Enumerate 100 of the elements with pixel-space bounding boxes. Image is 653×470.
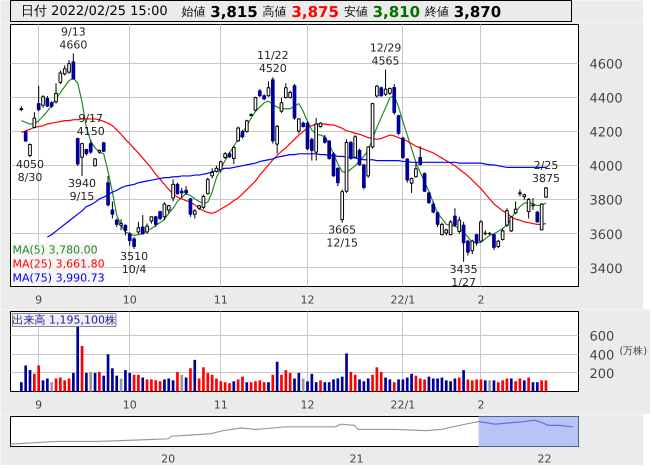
candlestick (119, 218, 123, 231)
candlestick (284, 82, 288, 100)
candlestick (296, 118, 301, 134)
bar (267, 382, 270, 392)
candlestick (414, 162, 418, 178)
candlestick (375, 84, 379, 98)
bar (80, 346, 84, 392)
candlestick (410, 177, 414, 194)
candlestick (275, 124, 279, 154)
candlestick (106, 175, 110, 208)
candlestick (128, 232, 132, 246)
x-tick-label: 12 (300, 294, 315, 306)
candlestick (479, 220, 483, 243)
text: 始値 3,815 (182, 3, 258, 21)
candlestick (54, 82, 58, 104)
bar (106, 354, 110, 392)
y-tick-label: 4600 (590, 58, 623, 73)
bar (492, 380, 496, 392)
bar (345, 353, 348, 392)
bar (350, 372, 352, 392)
bar (176, 372, 179, 392)
candlestick (353, 134, 358, 159)
candlestick (280, 97, 284, 114)
y-tick-label: 3400 (590, 262, 623, 277)
bar (397, 379, 400, 392)
x-tick-label: 11 (214, 294, 228, 306)
candlestick (505, 208, 509, 228)
bar (76, 326, 80, 392)
bar (536, 382, 539, 392)
x-tick-label: 22/1 (390, 398, 416, 412)
bar (466, 379, 470, 392)
bar (158, 381, 162, 392)
bar (72, 372, 75, 392)
candlestick (28, 143, 32, 158)
text: MA(5) 3,780.00 (12, 244, 98, 256)
candlestick (136, 221, 140, 234)
candlestick (206, 177, 210, 196)
candlestick (192, 208, 197, 219)
bar (324, 382, 326, 392)
candlestick (500, 228, 504, 242)
text: MA(75) 3,990.73 (12, 272, 105, 284)
candlestick (162, 202, 166, 221)
candlestick (32, 112, 36, 129)
bar (332, 379, 335, 392)
candlestick (422, 172, 426, 193)
text: 終値 3,870 (424, 3, 502, 21)
bar (314, 382, 318, 392)
x-tick-label: 9 (35, 294, 42, 306)
x-tick-label: 2 (477, 294, 484, 306)
bar (288, 372, 292, 392)
bar (432, 378, 435, 392)
bar (496, 382, 500, 392)
x-tick-label: 21 (350, 452, 364, 466)
bar (245, 382, 248, 392)
y-tick-label: 200 (590, 366, 614, 382)
bar (470, 380, 474, 392)
bar (444, 380, 448, 392)
bar (418, 378, 422, 392)
candlestick (440, 222, 444, 236)
bar (518, 378, 522, 392)
bar (276, 362, 278, 392)
candlestick (88, 140, 93, 154)
candlestick (171, 178, 175, 202)
bar (406, 378, 409, 392)
text: MA(25) 3,661.80 (12, 258, 105, 270)
bar (184, 378, 188, 392)
candlestick (236, 126, 240, 142)
candlestick (140, 214, 145, 236)
candlestick (41, 94, 45, 108)
candlestick (379, 86, 384, 98)
bar (423, 379, 426, 392)
bar (506, 378, 508, 392)
annotation: 3435 1/27 (450, 262, 478, 289)
chart-title: 日付 2022/02/25 15:00 (20, 4, 168, 19)
bar (50, 382, 54, 392)
bar (458, 378, 461, 392)
bar (392, 382, 396, 392)
candlestick (396, 114, 400, 136)
bar (24, 365, 28, 392)
bar (89, 372, 92, 392)
bar (63, 380, 66, 392)
y-tick-label: 3800 (590, 194, 623, 209)
annotation: 3510 10/4 (120, 250, 148, 276)
candlestick (218, 160, 223, 174)
bar (37, 365, 40, 392)
bar (228, 383, 231, 392)
bar (271, 374, 274, 392)
candlestick (266, 80, 270, 98)
candlestick (210, 168, 214, 179)
annotation: 9/13 4660 (59, 25, 88, 52)
bar (241, 376, 244, 392)
bar (254, 381, 257, 392)
bar (544, 380, 548, 392)
y-tick-label: 3600 (590, 228, 623, 243)
bar (488, 380, 491, 392)
candlestick (384, 69, 388, 96)
chart-title: 出来高 1,195,100株 (12, 314, 116, 326)
candlestick (67, 60, 71, 74)
annotation: 12/29 4565 (370, 42, 402, 68)
candlestick (544, 186, 548, 199)
